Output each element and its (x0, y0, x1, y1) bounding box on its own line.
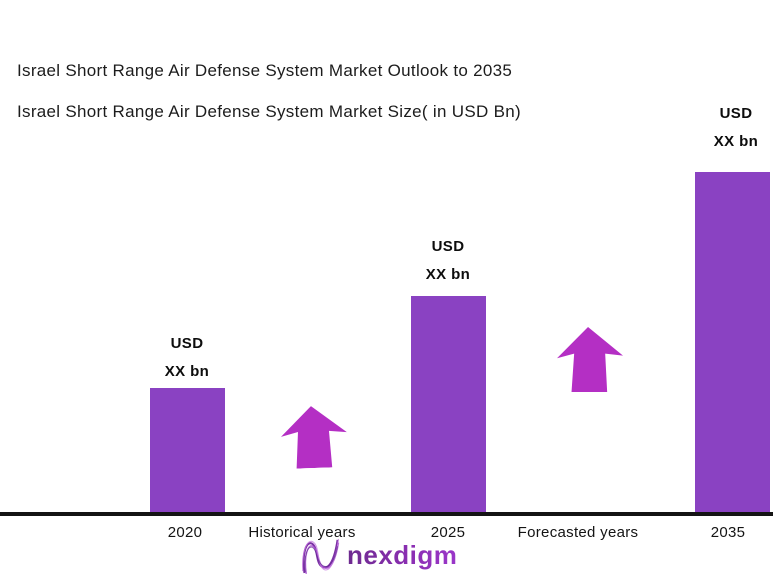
bar-2035 (695, 172, 770, 512)
x-tick-2035: 2035 (710, 524, 746, 541)
up-arrow-forecast-icon (557, 327, 623, 392)
nexdigm-wave-icon (301, 538, 340, 575)
brand-logo: nexdigm (298, 535, 457, 576)
bar-2020 (150, 388, 225, 512)
x-annotation-historical-years: Historical years (248, 524, 356, 541)
bar-2025 (411, 296, 486, 512)
x-axis-line (0, 512, 773, 516)
value-amount: XX bn (425, 266, 471, 283)
bar-value-label-2025: USD XX bn (393, 233, 503, 289)
up-arrow-historical-icon (280, 405, 348, 469)
value-currency: USD (719, 105, 753, 122)
value-amount: XX bn (713, 133, 759, 150)
brand-name: nexdigm (347, 540, 458, 570)
chart-subtitle: Israel Short Range Air Defense System Ma… (17, 102, 521, 121)
value-currency: USD (170, 335, 204, 352)
x-tick-2025: 2025 (430, 524, 466, 541)
bar-value-label-2020: USD XX bn (132, 330, 242, 386)
value-amount: XX bn (164, 363, 210, 380)
chart-title: Israel Short Range Air Defense System Ma… (17, 61, 513, 80)
x-tick-2020: 2020 (167, 524, 203, 541)
bar-value-label-2035: USD XX bn (681, 100, 773, 156)
x-annotation-forecasted-years: Forecasted years (517, 524, 639, 541)
value-currency: USD (431, 238, 465, 255)
